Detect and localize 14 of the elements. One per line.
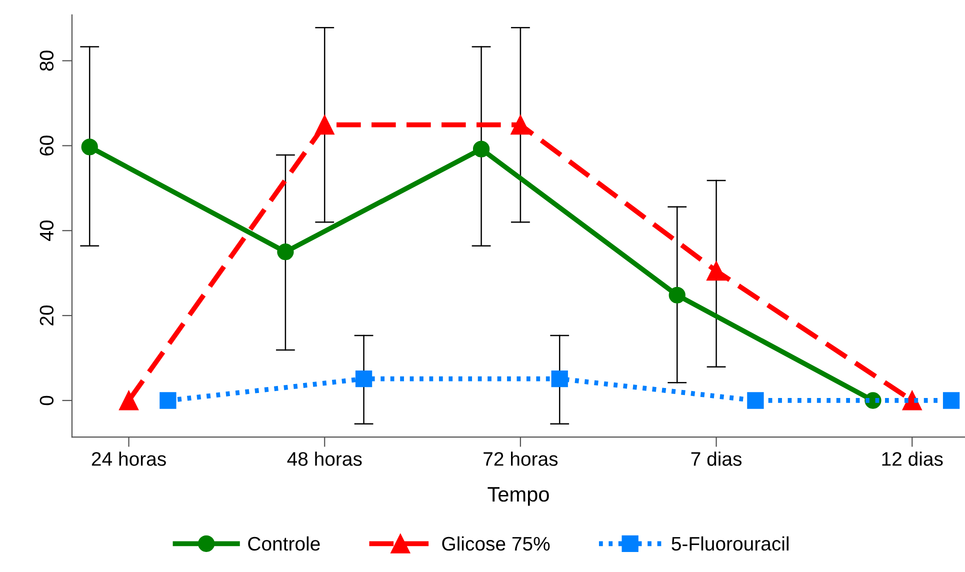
y-tick-label: 60 xyxy=(40,136,54,156)
y-tick-label: 40 xyxy=(40,220,54,241)
y-tick-label: 0 xyxy=(40,396,54,406)
x-tick-label: 48 horas xyxy=(287,452,362,466)
x-tick-label: 12 dias xyxy=(882,452,943,466)
legend-label: 5-Fluorouracil xyxy=(672,536,788,551)
y-tick-label: 80 xyxy=(40,50,54,71)
x-tick-label: 24 horas xyxy=(92,452,166,466)
legend-label: Glicose 75% xyxy=(442,536,550,551)
y-tick-label: 20 xyxy=(40,305,54,326)
x-axis-title: Tempo xyxy=(488,487,549,506)
x-tick-label: 72 horas xyxy=(484,452,558,466)
x-tick-label: 7 dias xyxy=(691,452,742,466)
legend-label: Controle xyxy=(248,536,320,551)
